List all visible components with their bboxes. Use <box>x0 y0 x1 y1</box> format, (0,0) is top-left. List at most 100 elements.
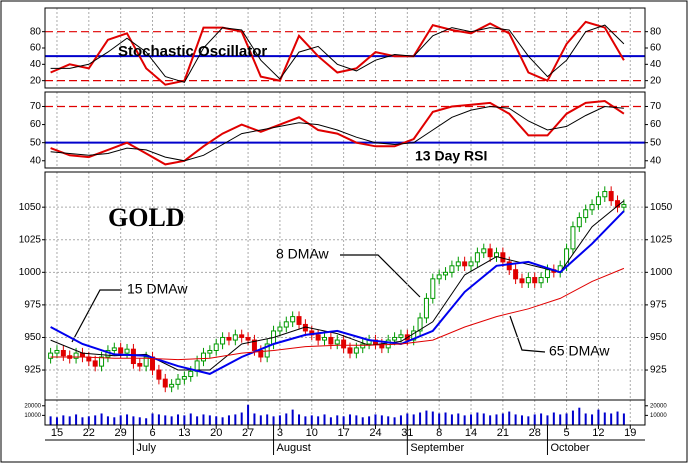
candle-body <box>188 370 194 378</box>
volume-bar <box>571 410 574 425</box>
volume-bar <box>591 414 594 425</box>
volume-bar <box>457 413 460 425</box>
candle-body <box>54 349 60 354</box>
y-tick-label-right: 10000 <box>650 413 667 419</box>
y-tick-label: 1050 <box>19 202 42 213</box>
panel-border <box>44 91 646 169</box>
candle-body <box>474 252 480 263</box>
candle-body <box>576 217 582 228</box>
candle-body <box>583 209 589 219</box>
annotation: 8 DMAw <box>276 246 330 262</box>
x-tick-label: 24 <box>369 427 381 439</box>
month-label: August <box>277 442 311 454</box>
y-tick-label-right: 80 <box>650 26 662 37</box>
candle-body <box>296 316 302 325</box>
volume-bar <box>610 413 613 425</box>
leader-line <box>509 315 546 353</box>
series-line <box>50 210 625 375</box>
y-tick-label: 950 <box>24 332 41 343</box>
volume-bar <box>202 414 205 425</box>
month-label: September <box>410 442 464 454</box>
volume-bar <box>234 414 237 425</box>
volume-bar <box>406 413 409 425</box>
panel-title: 13 Day RSI <box>415 148 487 164</box>
candle-body <box>360 343 366 349</box>
x-tick-label: 6 <box>149 427 155 439</box>
candle-body <box>589 204 595 211</box>
candle-body <box>48 352 54 359</box>
candle-body <box>143 356 149 367</box>
volume-bar <box>87 416 90 425</box>
volume-bar <box>495 414 498 425</box>
volume-bar <box>126 414 129 425</box>
candle-body <box>462 261 468 267</box>
volume-bar <box>387 416 390 425</box>
x-tick-label: 13 <box>178 427 190 439</box>
panel-title: GOLD <box>108 203 185 232</box>
volume-bar <box>94 415 97 425</box>
candle-body <box>92 360 98 367</box>
volume-bar <box>317 416 320 425</box>
volume-bar <box>482 413 485 425</box>
candle-body <box>99 356 105 367</box>
x-tick-label: 3 <box>277 427 283 439</box>
y-tick-label-right: 20000 <box>650 403 667 409</box>
candle-body <box>392 336 398 341</box>
candle-body <box>341 339 347 349</box>
series-line <box>50 20 625 86</box>
candle-body <box>124 348 130 354</box>
candle-body <box>328 336 334 345</box>
volume-bar <box>227 415 230 425</box>
candle-body <box>538 277 544 284</box>
volume-bar <box>540 413 543 425</box>
candle-body <box>315 334 321 341</box>
volume-bar <box>527 416 530 425</box>
candle-body <box>226 336 232 341</box>
candle-body <box>525 277 531 284</box>
volume-bar <box>622 413 625 425</box>
candle-body <box>468 261 474 267</box>
volume-bar <box>259 415 262 425</box>
volume-bar <box>565 413 568 425</box>
volume-bar <box>348 414 351 425</box>
candle-body <box>130 348 136 365</box>
volume-bar <box>361 417 364 425</box>
x-tick-label: 17 <box>337 427 349 439</box>
y-tick-label: 1000 <box>19 267 42 278</box>
volume-bar <box>119 415 122 425</box>
volume-bar <box>62 415 65 425</box>
candle-body <box>251 339 257 351</box>
y-tick-label-right: 975 <box>650 300 667 311</box>
candle-body <box>111 347 117 351</box>
y-tick-label: 925 <box>24 365 41 376</box>
candle-body <box>621 204 627 208</box>
leader-line <box>340 254 421 298</box>
volume-bar <box>342 416 345 425</box>
candle-body <box>494 252 499 258</box>
candle-body <box>322 336 328 341</box>
volume-bar <box>374 414 377 425</box>
volume-bar <box>49 416 52 425</box>
volume-bar <box>68 416 71 425</box>
volume-bar <box>55 417 58 425</box>
y-tick-label-right: 1025 <box>650 234 673 245</box>
y-tick-label-right: 40 <box>650 155 662 166</box>
candle-body <box>487 248 493 258</box>
volume-bar <box>425 410 428 425</box>
volume-bar <box>189 413 192 425</box>
volume-bar <box>393 417 396 425</box>
y-tick-label: 20000 <box>24 403 41 409</box>
y-tick-label-right: 40 <box>650 59 662 70</box>
candle-body <box>162 378 168 388</box>
month-label: October <box>550 442 589 454</box>
x-tick-label: 10 <box>306 427 318 439</box>
y-tick-label: 1025 <box>19 234 42 245</box>
volume-bar <box>177 414 179 425</box>
volume-bar <box>106 416 109 425</box>
y-tick-label: 975 <box>24 300 41 311</box>
volume-bar <box>323 414 326 425</box>
volume-bar <box>470 414 473 425</box>
volume-bar <box>431 411 434 425</box>
candle-body <box>207 349 213 354</box>
